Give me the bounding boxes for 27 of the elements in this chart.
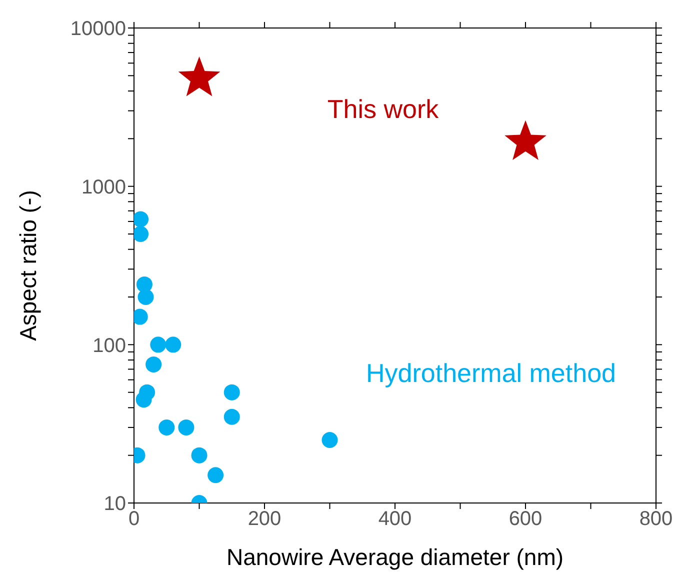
point: [208, 467, 224, 484]
y-tick-label: 1000: [82, 176, 126, 198]
y-tick-label: 10: [104, 493, 126, 516]
point: [165, 336, 182, 353]
y-tick-label: 100: [92, 334, 126, 357]
point: [138, 289, 154, 306]
y-axis-title: Aspect ratio (-): [15, 190, 42, 341]
point: [134, 226, 149, 242]
y-tick-label: 10000: [70, 18, 126, 40]
x-tick-label: 0: [128, 508, 140, 530]
point: [158, 419, 175, 436]
x-tick-label: 800: [639, 508, 673, 530]
point: [134, 211, 149, 228]
point: [150, 336, 166, 353]
point: [146, 356, 162, 372]
x-axis-title: Nanowire Average diameter (nm): [226, 544, 564, 570]
point: [136, 392, 152, 408]
x-tick-label: 200: [248, 508, 282, 530]
point: [322, 432, 338, 448]
point: [224, 408, 240, 425]
x-tick-label: 400: [378, 508, 412, 530]
point: [178, 419, 194, 436]
point: [191, 447, 208, 464]
x-tick-label: 600: [508, 508, 542, 530]
text: This work: [327, 94, 440, 124]
text: Hydrothermal method: [366, 358, 616, 388]
point: [224, 384, 240, 400]
